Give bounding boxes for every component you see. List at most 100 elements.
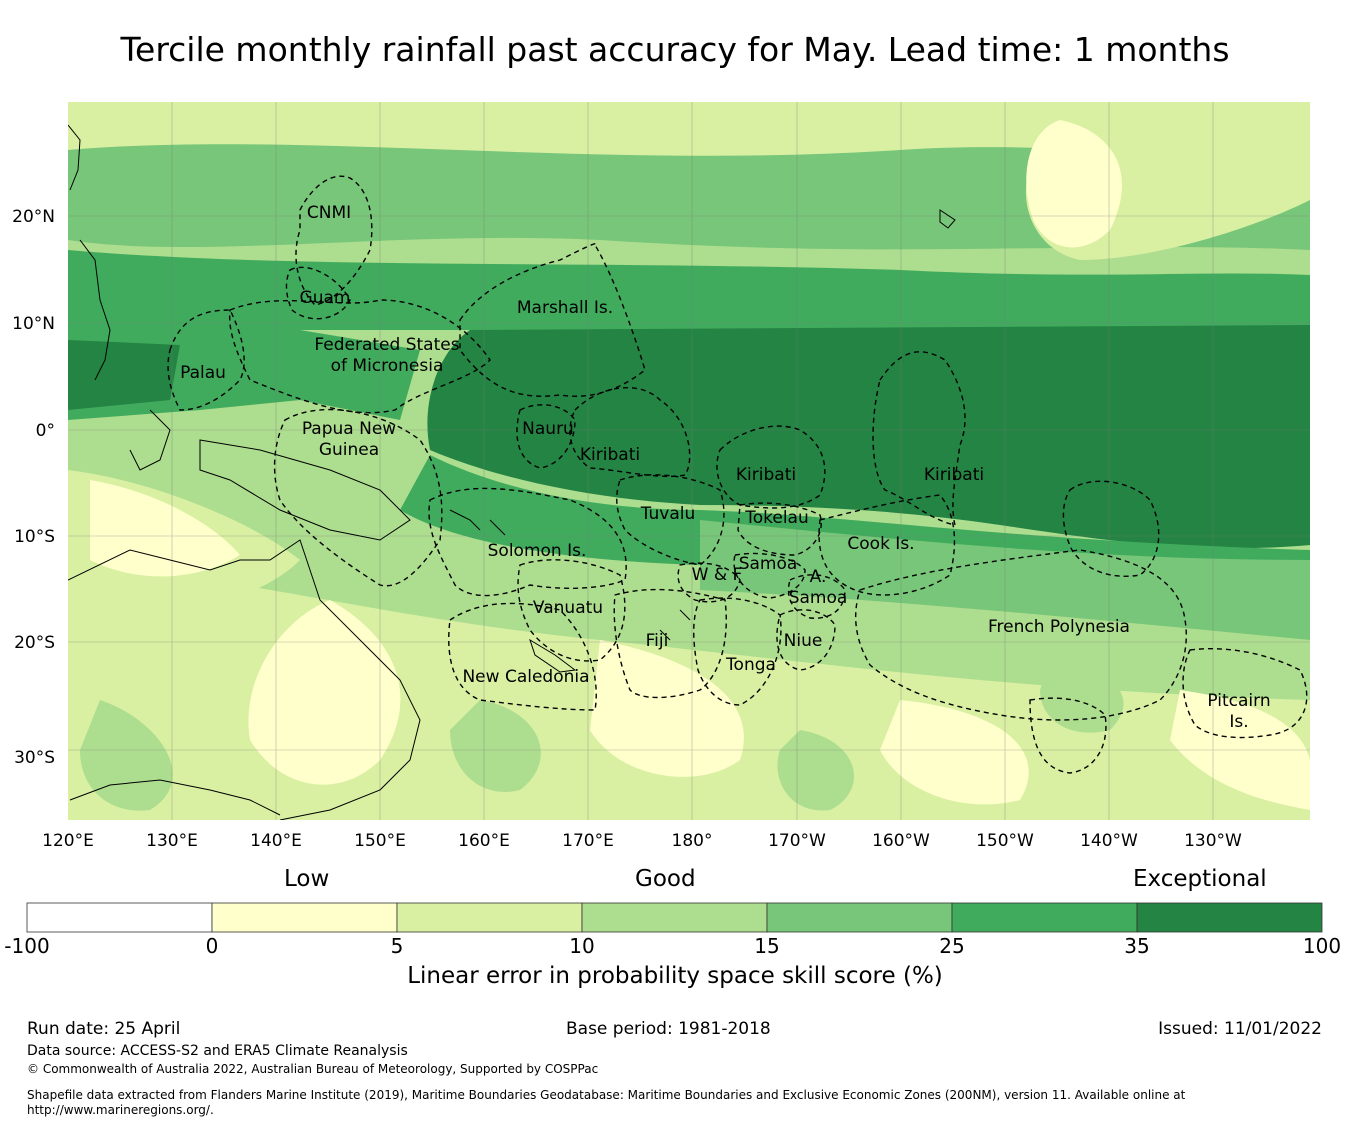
palau-eez xyxy=(167,309,245,411)
australia-south-coast xyxy=(69,779,281,816)
colorbar-tick: 0 xyxy=(205,934,219,958)
lon-tick-label: 180° xyxy=(672,831,713,851)
colorbar-tick: 15 xyxy=(754,934,780,958)
region-label-fsm-1: Federated States xyxy=(314,335,459,355)
region-label-png-2: Guinea xyxy=(319,440,379,460)
colorbar xyxy=(26,902,1323,933)
lon-tick-label: 120°E xyxy=(42,831,94,851)
region-label-samoa: Samoa xyxy=(739,554,798,574)
fsm-eez xyxy=(228,299,491,414)
region-label-american-samoa-2: Samoa xyxy=(789,588,848,608)
region-label-solomon: Solomon Is. xyxy=(488,541,587,561)
niue-eez xyxy=(776,609,836,671)
french-polynesia-eez xyxy=(855,549,1187,721)
fiji-coast xyxy=(659,609,691,641)
hawaii-coast xyxy=(939,209,956,229)
colorbar-tick: -100 xyxy=(4,934,50,958)
lat-tick-label: 0° xyxy=(36,421,55,441)
base-period: Base period: 1981-2018 xyxy=(566,1019,771,1039)
lon-tick-label: 170°E xyxy=(562,831,614,851)
marshall-eez xyxy=(459,243,646,397)
colorbar-segment xyxy=(396,902,583,933)
lat-tick-label: 20°S xyxy=(14,633,55,653)
region-label-american-samoa-1: A. xyxy=(810,567,827,587)
data-source: Data source: ACCESS-S2 and ERA5 Climate … xyxy=(27,1043,408,1059)
region-label-new-caledonia: New Caledonia xyxy=(462,667,589,687)
new-guinea-coast xyxy=(199,439,411,541)
colorbar-label: Linear error in probability space skill … xyxy=(407,963,943,989)
region-label-vanuatu: Vanuatu xyxy=(533,598,603,618)
graticule xyxy=(68,102,1310,820)
eez-boundaries xyxy=(167,175,1308,774)
cnmi-eez xyxy=(295,175,373,306)
lon-tick-label: 140°E xyxy=(250,831,302,851)
colorbar-segment xyxy=(1136,902,1323,933)
region-label-tonga: Tonga xyxy=(725,655,776,675)
region-label-tuvalu: Tuvalu xyxy=(640,504,696,524)
philippines-coast xyxy=(79,239,111,381)
region-label-palau: Palau xyxy=(180,363,226,383)
region-label-nauru: Nauru xyxy=(522,419,574,439)
colorbar-segment xyxy=(211,902,398,933)
marquesas-eez xyxy=(1062,480,1160,577)
kiribati-gilbert-eez xyxy=(569,387,691,478)
tuvalu-eez xyxy=(616,474,725,566)
fiji-eez xyxy=(613,588,727,699)
lon-tick-label: 150°W xyxy=(976,831,1034,851)
australia-coast xyxy=(68,539,421,820)
guam-eez xyxy=(285,266,351,320)
region-label-french-polynesia: French Polynesia xyxy=(988,617,1130,637)
colorbar-tick: 25 xyxy=(939,934,965,958)
region-label-tokelau: Tokelau xyxy=(744,508,809,528)
coastlines xyxy=(68,124,956,820)
region-label-cnmi: CNMI xyxy=(307,203,351,223)
colorbar-tick: 100 xyxy=(1302,934,1342,958)
colorbar-segment xyxy=(26,902,213,933)
samoa-eez xyxy=(733,552,806,599)
lon-tick-label: 130°W xyxy=(1184,831,1242,851)
png-eez xyxy=(273,408,443,587)
colorbar-segment xyxy=(581,902,768,933)
colorbar-segment xyxy=(951,902,1138,933)
colorbar-tick: 5 xyxy=(390,934,404,958)
lat-tick-label: 20°N xyxy=(12,207,55,227)
issued-date: Issued: 11/01/2022 xyxy=(1158,1019,1322,1039)
sulawesi-coast xyxy=(129,409,171,471)
region-label-cook: Cook Is. xyxy=(847,534,914,554)
colorbar-category-good: Good xyxy=(635,866,696,892)
skill-score-map: CNMI Guam Marshall Is. Federated States … xyxy=(12,102,1310,851)
colorbar-category-exceptional: Exceptional xyxy=(1133,866,1267,892)
new-caledonia-eez xyxy=(448,602,597,711)
american-samoa-eez xyxy=(787,574,846,619)
region-label-pitcairn-2: Is. xyxy=(1229,712,1248,732)
lat-tick-label: 30°S xyxy=(14,748,55,768)
colorbar-tick: 35 xyxy=(1124,934,1150,958)
region-label-fiji: Fiji xyxy=(646,631,669,651)
lon-tick-label: 160°W xyxy=(872,831,930,851)
colorbar-segment xyxy=(766,902,953,933)
lon-tick-label: 140°W xyxy=(1080,831,1138,851)
new-caledonia-coast xyxy=(529,638,577,673)
cook-eez xyxy=(818,494,956,596)
region-label-niue: Niue xyxy=(784,631,823,651)
region-label-kiribati-gilbert: Kiribati xyxy=(580,445,640,465)
nauru-eez xyxy=(516,404,576,469)
run-date: Run date: 25 April xyxy=(27,1019,181,1039)
colorbar-tick: 10 xyxy=(569,934,595,958)
map-title: Tercile monthly rainfall past accuracy f… xyxy=(120,30,1230,69)
pitcairn-eez xyxy=(1182,648,1308,739)
shapefile-credit-line2: http://www.marineregions.org/. xyxy=(27,1103,214,1117)
austral-eez xyxy=(1029,697,1107,774)
asia-coast xyxy=(68,124,81,191)
vanuatu-eez xyxy=(517,559,626,662)
lon-tick-label: 130°E xyxy=(146,831,198,851)
lon-tick-label: 150°E xyxy=(354,831,406,851)
solomon-coast xyxy=(449,509,506,536)
colorbar-category-low: Low xyxy=(284,866,330,892)
region-label-wallis-futuna: W & F xyxy=(692,565,743,585)
region-label-kiribati-line: Kiribati xyxy=(924,465,984,485)
shapefile-credit-line1: Shapefile data extracted from Flanders M… xyxy=(27,1088,1186,1102)
lon-tick-label: 160°E xyxy=(458,831,510,851)
lon-tick-labels: 120°E 130°E 140°E 150°E 160°E 170°E 180°… xyxy=(42,831,1242,851)
region-label-fsm-2: of Micronesia xyxy=(331,356,444,376)
